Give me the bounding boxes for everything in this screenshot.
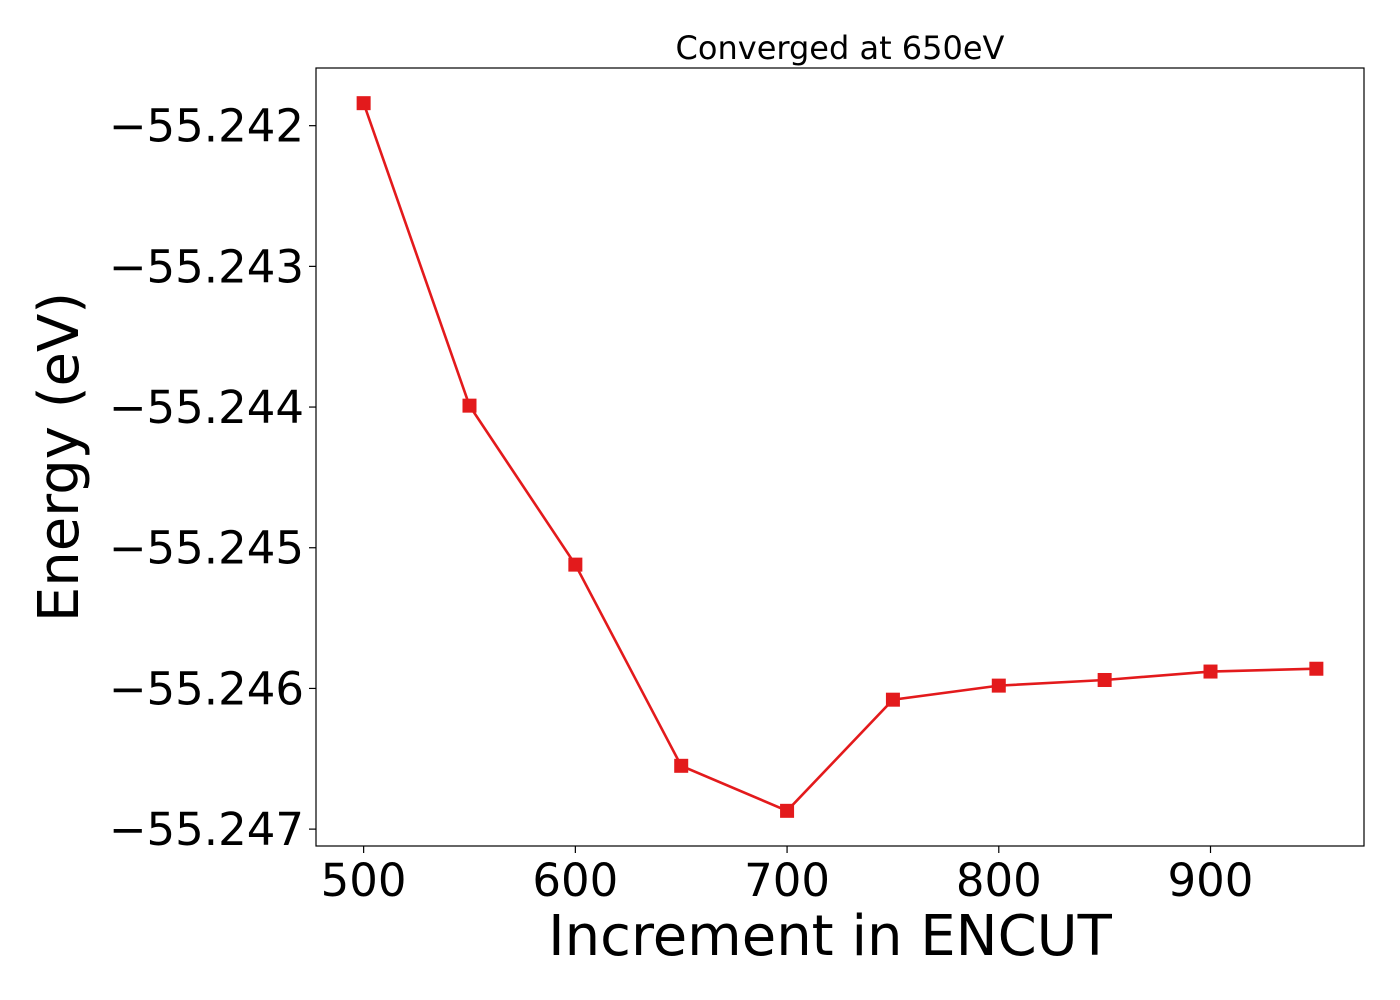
y-tick-label: −55.244 bbox=[109, 381, 304, 434]
data-point-marker bbox=[674, 758, 689, 773]
x-axis-label: Increment in ENCUT bbox=[548, 904, 1113, 969]
data-point-marker bbox=[568, 557, 583, 572]
x-tick-label: 700 bbox=[744, 854, 830, 907]
data-point-marker bbox=[356, 96, 371, 111]
y-tick-label: −55.243 bbox=[109, 240, 304, 293]
series-layer bbox=[356, 96, 1324, 818]
data-point-marker bbox=[885, 692, 900, 707]
x-tick-label: 600 bbox=[532, 854, 618, 907]
x-tick-label: 900 bbox=[1168, 854, 1254, 907]
y-tick-label: −55.245 bbox=[109, 522, 304, 575]
y-axis: −55.242 −55.243 −55.244 −55.245 −55.246 −55.2… bbox=[109, 100, 316, 856]
y-tick-label: −55.247 bbox=[109, 803, 304, 856]
data-point-marker bbox=[462, 398, 477, 413]
series-line bbox=[362, 102, 1317, 813]
data-point-marker bbox=[780, 803, 795, 818]
data-point-marker bbox=[1097, 672, 1112, 687]
data-point-marker bbox=[1309, 661, 1324, 676]
data-point-marker bbox=[1203, 664, 1218, 679]
y-tick-label: −55.246 bbox=[109, 662, 304, 715]
y-axis-label: Energy (eV) bbox=[27, 292, 92, 622]
y-tick-label: −55.242 bbox=[109, 100, 304, 153]
x-axis: 500 600 700 800 900 bbox=[321, 846, 1254, 907]
chart-title: Converged at 650eV bbox=[676, 29, 1005, 67]
x-tick-label: 500 bbox=[321, 854, 407, 907]
x-tick-label: 800 bbox=[956, 854, 1042, 907]
plot-frame bbox=[315, 67, 1365, 847]
data-point-marker bbox=[991, 678, 1006, 693]
